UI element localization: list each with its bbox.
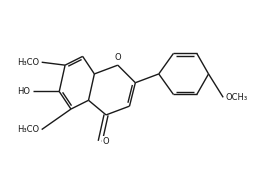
Text: H₃CO: H₃CO xyxy=(17,58,39,67)
Text: HO: HO xyxy=(18,87,31,96)
Text: OCH₃: OCH₃ xyxy=(226,93,248,102)
Text: O: O xyxy=(103,137,109,146)
Text: H₃CO: H₃CO xyxy=(17,125,39,134)
Text: O: O xyxy=(114,53,121,62)
